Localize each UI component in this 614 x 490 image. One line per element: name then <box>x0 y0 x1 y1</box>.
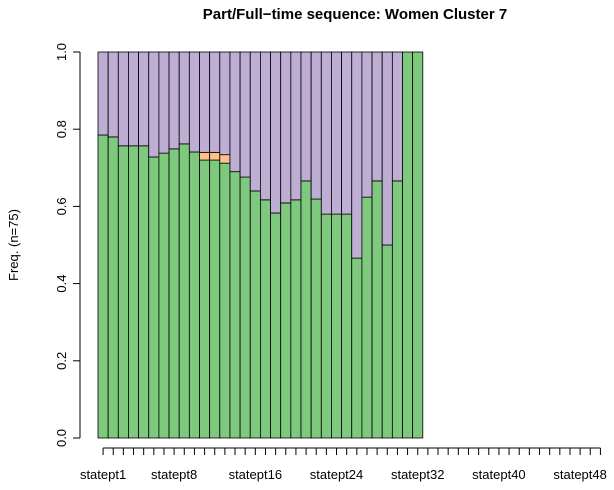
bar-segment <box>209 159 221 439</box>
y-tick-label: 0.4 <box>54 275 69 293</box>
y-tick-label: 0.6 <box>54 197 69 215</box>
y-axis-label: Freq. (n=75) <box>6 209 21 281</box>
x-tick-label: statept48 <box>553 467 607 482</box>
bar-segment <box>270 212 282 439</box>
bar-segment <box>351 51 363 259</box>
bar-segment <box>107 136 119 439</box>
bar-segment <box>219 51 231 156</box>
bar-segment <box>128 51 139 147</box>
bar-segment <box>300 180 312 439</box>
bar-segment <box>320 213 332 439</box>
bar-segment <box>239 176 251 439</box>
bar-segment <box>138 51 150 147</box>
bar-segment <box>188 51 200 153</box>
bar-segment <box>158 51 170 154</box>
bar-segment <box>280 51 292 204</box>
bar-segment <box>209 51 221 153</box>
y-tick-label: 0.0 <box>54 429 69 447</box>
bar-segment <box>280 202 292 439</box>
bar-segment <box>249 51 261 192</box>
bar-segment <box>371 51 383 182</box>
x-tick-label: statept1 <box>80 467 126 482</box>
bar-segment <box>229 171 241 439</box>
bar-segment <box>239 51 251 178</box>
bar-segment <box>331 51 343 215</box>
bar-segment <box>310 51 322 200</box>
bar-segment <box>320 51 332 215</box>
bar-segment <box>188 151 200 439</box>
bar-segment <box>138 145 150 439</box>
bar-segment <box>290 199 302 439</box>
bar-segment <box>249 190 261 439</box>
bar-segment <box>168 51 180 150</box>
x-tick-label: statept40 <box>472 467 526 482</box>
chart-title: Part/Full−time sequence: Women Cluster 7 <box>203 6 507 23</box>
bar-segment <box>97 51 109 136</box>
bar-segment <box>199 151 211 161</box>
bar-segment <box>351 257 363 439</box>
y-tick-label: 1.0 <box>54 43 69 61</box>
y-tick-label: 0.2 <box>54 352 69 370</box>
x-tick-label: statept8 <box>151 467 197 482</box>
bar-segment <box>117 51 129 147</box>
bar-segment <box>341 213 353 439</box>
bar-segment <box>331 213 343 439</box>
bar-segment <box>290 51 302 201</box>
bar-segment <box>391 180 403 439</box>
y-tick-label: 0.8 <box>54 120 69 138</box>
bar-segment <box>158 152 170 439</box>
bar-segment <box>310 198 322 439</box>
bar-segment <box>259 51 271 201</box>
bar-segment <box>148 51 160 158</box>
bar-segment <box>97 134 109 439</box>
bar-segment <box>219 162 231 439</box>
bar-segment <box>229 51 241 173</box>
bar-segment <box>341 51 353 215</box>
bar-segment <box>128 145 139 439</box>
bar-segment <box>381 51 393 246</box>
bar-segment <box>168 148 180 439</box>
bar-segment <box>300 51 312 182</box>
x-tick-label: statept16 <box>229 467 283 482</box>
bar-segment <box>178 143 190 439</box>
bar-segment <box>259 199 271 439</box>
bar-segment <box>381 244 393 439</box>
bar-segment <box>209 151 221 161</box>
bar-segment <box>412 51 424 439</box>
bar-segment <box>148 156 160 439</box>
bar-segment <box>402 51 414 439</box>
bar-segment <box>361 196 373 439</box>
x-tick-label: statept32 <box>391 467 445 482</box>
bar-segment <box>199 51 211 153</box>
bar-segment <box>371 180 383 439</box>
x-tick-label: statept24 <box>310 467 364 482</box>
bar-segment <box>178 51 190 145</box>
bar-segment <box>117 145 129 439</box>
bar-segment <box>107 51 119 138</box>
bar-segment <box>391 51 403 182</box>
bar-segment <box>361 51 373 198</box>
bar-segment <box>219 154 231 164</box>
bar-segment <box>270 51 282 214</box>
bar-segment <box>199 159 211 439</box>
